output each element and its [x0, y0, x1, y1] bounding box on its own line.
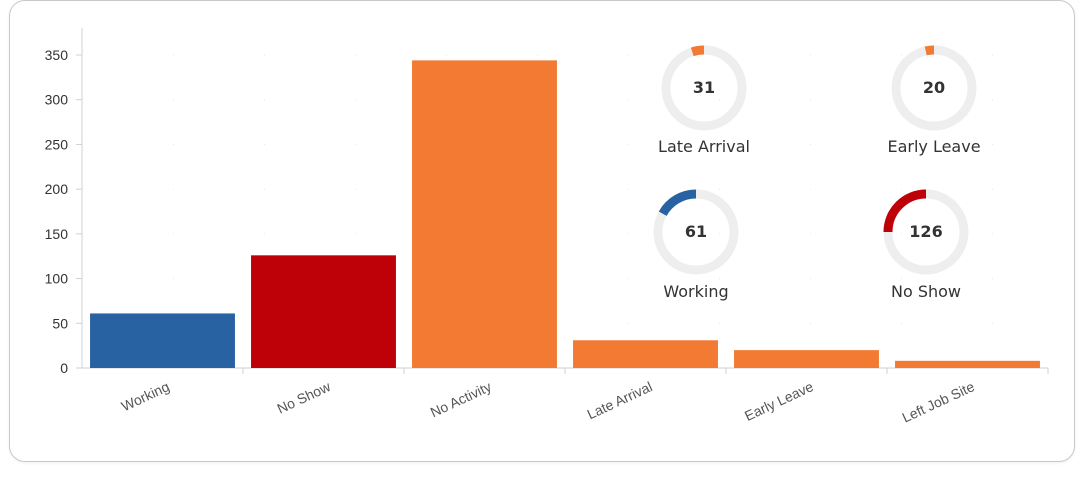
donut-ring — [891, 45, 977, 131]
donut-arc — [690, 45, 705, 57]
early-leave-donut: 20 — [889, 43, 979, 133]
donut-arc — [924, 45, 935, 56]
working-donut: 61 — [651, 187, 741, 277]
donut-arc — [658, 189, 697, 217]
bar-left-job-site[interactable] — [895, 360, 1040, 368]
y-tick-label: 300 — [45, 92, 69, 108]
grid-lines — [81, 28, 1049, 374]
y-tick-label: 150 — [45, 226, 69, 242]
donut-value: 61 — [684, 222, 708, 241]
donut-ring — [661, 45, 747, 131]
donut-value: 126 — [909, 222, 943, 241]
x-tick-label: No Show — [275, 378, 334, 417]
x-tick-label: Late Arrival — [585, 378, 655, 422]
y-tick-label: 50 — [52, 315, 68, 331]
y-tick-label: 350 — [45, 47, 69, 63]
x-tick-label: Working — [119, 378, 172, 414]
bar-late-arrival[interactable] — [573, 340, 718, 368]
x-tick-label: No Activity — [428, 378, 494, 420]
donut-arc — [883, 189, 927, 233]
donut-ring — [883, 189, 969, 275]
donut-value: 20 — [922, 78, 946, 97]
donut-label: No Show — [890, 282, 961, 301]
donut-label: Working — [663, 282, 729, 301]
donut-label: Early Leave — [887, 137, 981, 156]
y-tick-label: 100 — [45, 271, 69, 287]
bar-no-activity[interactable] — [412, 60, 557, 368]
y-tick-label: 200 — [45, 181, 69, 197]
donut-ring — [653, 189, 739, 275]
y-axis-ticks: 0 50 100 150 200 250 300 350 — [45, 47, 82, 376]
bar-early-leave[interactable] — [734, 350, 879, 368]
y-tick-label: 250 — [45, 136, 69, 152]
donut-value: 31 — [692, 78, 716, 97]
y-tick-label: 0 — [60, 360, 68, 376]
bars — [90, 60, 1040, 368]
late-arrival-donut: 31 — [659, 43, 749, 133]
no-show-donut: 126 — [881, 187, 971, 277]
x-tick-label: Left Job Site — [899, 378, 976, 425]
bar-no-show[interactable] — [251, 255, 396, 368]
donut-label: Late Arrival — [658, 137, 750, 156]
x-tick-label: Early Leave — [742, 378, 816, 424]
x-axis-labels: Working No Show No Activity Late Arrival Ear… — [119, 378, 977, 426]
bar-working[interactable] — [90, 313, 235, 368]
